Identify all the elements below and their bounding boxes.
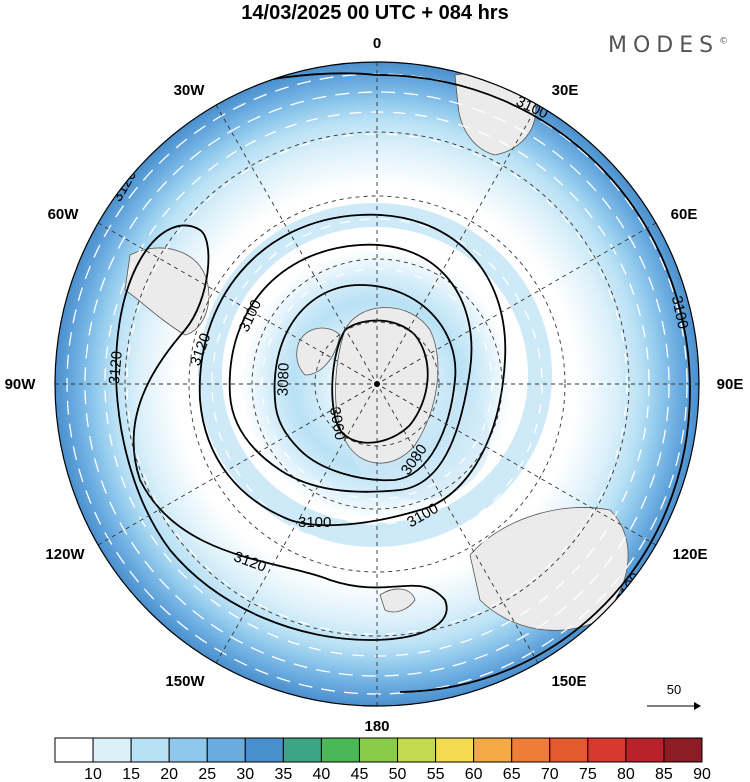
lon-label-0: 0 — [373, 35, 381, 52]
colorbar-swatch — [282, 737, 322, 763]
colorbar-swatch — [397, 737, 437, 763]
landmasses — [124, 73, 629, 631]
contour-label: 3080 — [275, 362, 293, 396]
lon-label-60w: 60W — [48, 206, 80, 223]
colorbar-swatch — [92, 737, 132, 763]
map-title: 14/03/2025 00 UTC + 084 hrs — [241, 2, 509, 24]
south-pole-marker — [374, 381, 380, 387]
contour-3100-inner2 — [228, 243, 473, 493]
lon-label-90w: 90W — [5, 376, 37, 393]
colorbar-swatch — [435, 737, 475, 763]
south-america — [124, 247, 210, 336]
lon-label-90e: 90E — [717, 376, 744, 393]
contour-3100-inner — [198, 213, 507, 527]
colorbar-tick-label: 40 — [313, 766, 331, 782]
contour-label: 3100 — [298, 514, 331, 531]
colorbar-swatch — [663, 737, 703, 763]
colorbar-swatch — [358, 737, 399, 763]
colorbar-swatch — [587, 737, 627, 763]
lon-label-150e: 150E — [551, 673, 586, 690]
lon-label-60e: 60E — [671, 206, 698, 223]
contour-3060 — [331, 319, 429, 444]
colorbar-tick-label: 55 — [427, 766, 445, 782]
colorbar-tick-label: 80 — [617, 766, 635, 782]
contour-3100-outer-east — [376, 74, 691, 693]
colorbar-swatch — [549, 737, 589, 763]
colorbar-swatch — [473, 737, 513, 763]
colorbar-tick-label: 10 — [84, 766, 102, 782]
lon-label-120e: 120E — [672, 546, 707, 563]
colorbar-tick-label: 25 — [198, 766, 216, 782]
colorbar-swatch — [625, 737, 665, 763]
antarctic-peninsula — [296, 327, 341, 376]
colorbar-swatch — [206, 737, 246, 763]
colorbar-tick-label: 75 — [579, 766, 597, 782]
contour-label: 3060 — [326, 406, 349, 442]
longitude-labels: 0 30E 60E 90E 120E 150E 180 150W 120W 90… — [5, 35, 744, 735]
colorbar-tick-label: 20 — [160, 766, 178, 782]
colorbar-tick-label: 35 — [274, 766, 292, 782]
colorbar-swatch — [320, 737, 360, 763]
colorbar-tick-label: 60 — [465, 766, 483, 782]
antarctica — [335, 307, 439, 464]
brand-name: MODES — [608, 33, 720, 58]
colorbar-swatch — [244, 737, 284, 763]
colorbar-tick-label: 85 — [655, 766, 673, 782]
colorbar-swatch — [168, 737, 208, 763]
lon-label-30e: 30E — [552, 82, 579, 99]
colorbar-tick-label: 50 — [389, 766, 407, 782]
contour-label: 3100 — [668, 294, 692, 330]
colorbar-tick-label: 65 — [503, 766, 521, 782]
colorbar-swatch — [130, 737, 170, 763]
new-zealand — [379, 588, 416, 613]
lon-label-180: 180 — [364, 718, 389, 735]
reference-vector-label: 50 — [667, 682, 681, 697]
australia — [469, 507, 629, 631]
reference-vector: 50 — [647, 682, 701, 710]
colorbar-tick-label: 15 — [122, 766, 140, 782]
colorbar-tick-label: 70 — [541, 766, 559, 782]
lon-label-120w: 120W — [45, 546, 85, 563]
contour-label: 3120 — [106, 350, 126, 385]
map-boundary — [54, 61, 700, 707]
modes-logo: MODES© — [608, 33, 728, 58]
colorbar-tick-label: 90 — [693, 766, 711, 782]
colorbar-tick-label: 30 — [236, 766, 254, 782]
lon-label-30w: 30W — [174, 82, 206, 99]
colorbar-swatch — [54, 737, 94, 763]
colorbar: 10 15 20 25 30 35 40 45 50 55 60 65 70 75 80 85 90 — [54, 737, 711, 782]
contour-3120 — [115, 224, 448, 641]
colorbar-swatch — [511, 737, 551, 763]
copyright-mark: © — [719, 36, 729, 47]
lon-label-150w: 150W — [165, 673, 205, 690]
colorbar-tick-label: 45 — [351, 766, 369, 782]
